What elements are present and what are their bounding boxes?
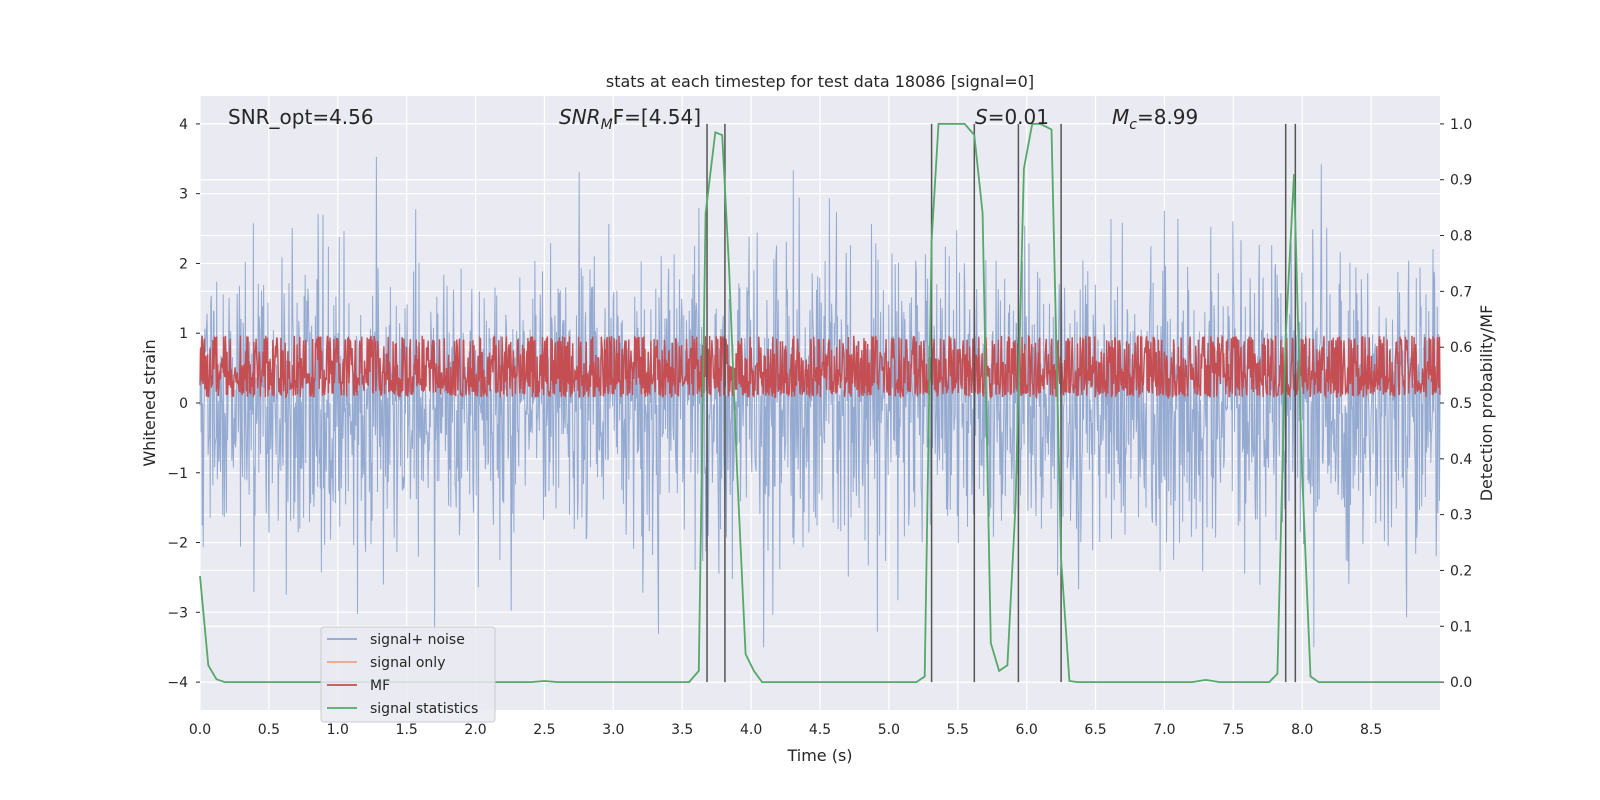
y-tick-label-left: 1 xyxy=(179,326,188,342)
x-tick-label: 4.5 xyxy=(809,722,831,738)
x-tick-label: 1.0 xyxy=(327,722,349,738)
x-tick-label: 6.0 xyxy=(1016,722,1038,738)
x-tick-label: 8.5 xyxy=(1360,722,1382,738)
y-tick-label-left: 2 xyxy=(179,256,188,272)
annotation-snr-mf: SNRMF=[4.54] xyxy=(559,105,701,133)
y-tick-label-right: 0.7 xyxy=(1450,284,1472,300)
legend-label-signal-statistics: signal statistics xyxy=(370,701,478,717)
y-tick-label-left: −4 xyxy=(167,675,188,691)
legend: signal+ noise signal only MF signal stat… xyxy=(320,626,496,723)
y-tick-label-right: 0.0 xyxy=(1450,675,1472,691)
y-ticks-right: 0.0 0.1 0.2 0.3 0.4 0.5 0.6 0.7 0.8 0.9 1.0 xyxy=(1440,117,1472,691)
x-tick-label: 7.0 xyxy=(1153,722,1175,738)
chart-title: stats at each timestep for test data 180… xyxy=(606,72,1034,91)
signal-statistics-line xyxy=(199,123,1440,683)
y-tick-label-left: −1 xyxy=(167,466,188,482)
legend-label-signal-only: signal only xyxy=(370,655,445,671)
y-tick-label-left: 3 xyxy=(179,187,188,203)
y-tick-label-right: 0.3 xyxy=(1450,508,1472,524)
y-tick-label-right: 0.4 xyxy=(1450,452,1472,468)
y-tick-label-right: 0.6 xyxy=(1450,340,1472,356)
y-tick-label-left: −2 xyxy=(167,536,188,552)
x-tick-label: 0.5 xyxy=(258,722,280,738)
x-tick-label: 5.5 xyxy=(947,722,969,738)
y-tick-label-right: 0.5 xyxy=(1450,396,1472,412)
y-tick-label-right: 0.8 xyxy=(1450,229,1472,245)
mf-line xyxy=(199,334,1441,400)
y-tick-label-right: 0.9 xyxy=(1450,173,1472,189)
x-tick-label: 3.0 xyxy=(602,722,624,738)
x-tick-label: 2.5 xyxy=(533,722,555,738)
annotation-snr-opt: SNR_opt=4.56 xyxy=(228,105,374,129)
x-tick-label: 2.0 xyxy=(464,722,486,738)
annotation-mc: Mc=8.99 xyxy=(1112,105,1198,133)
y-tick-label-left: 4 xyxy=(179,117,188,133)
x-tick-label: 1.5 xyxy=(396,722,418,738)
x-tick-label: 6.5 xyxy=(1084,722,1106,738)
x-tick-label: 0.0 xyxy=(189,722,211,738)
y-tick-label-right: 0.2 xyxy=(1450,563,1472,579)
x-tick-label: 8.0 xyxy=(1291,722,1313,738)
y-tick-label-right: 0.1 xyxy=(1450,619,1472,635)
y-axis-label-right: Detection probability/MF xyxy=(1477,305,1496,502)
y-tick-label-left: 0 xyxy=(179,396,188,412)
y-ticks-left: −4 −3 −2 −1 0 1 2 3 4 xyxy=(167,117,200,691)
legend-label-mf: MF xyxy=(370,678,390,694)
x-tick-label: 5.0 xyxy=(878,722,900,738)
legend-box xyxy=(320,626,496,723)
x-tick-label: 4.0 xyxy=(740,722,762,738)
x-ticks: 0.0 0.5 1.0 1.5 2.0 2.5 3.0 3.5 4.0 4.5 5.0 5.5 6.0 6… xyxy=(189,722,1382,738)
x-tick-label: 3.5 xyxy=(671,722,693,738)
legend-label-signal-noise: signal+ noise xyxy=(370,632,465,648)
x-tick-label: 7.5 xyxy=(1222,722,1244,738)
x-axis-label: Time (s) xyxy=(786,746,852,765)
y-tick-label-right: 1.0 xyxy=(1450,117,1472,133)
mf-series xyxy=(199,334,1441,400)
annotation-s: S=0.01 xyxy=(975,105,1049,129)
y-tick-label-left: −3 xyxy=(167,605,188,621)
signal-statistics-series xyxy=(199,123,1440,683)
y-axis-label-left: Whitened strain xyxy=(140,339,159,466)
